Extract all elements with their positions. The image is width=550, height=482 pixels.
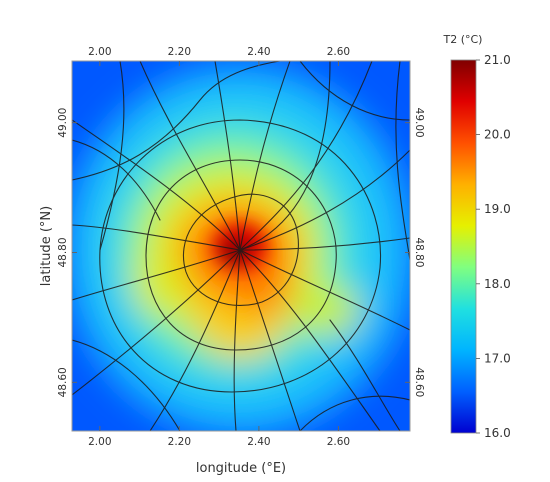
x-tick-label-bottom: 2.40 (247, 436, 270, 448)
colorbar-tick-label: 19.0 (484, 202, 511, 216)
colorbar: T2 (°C) 21.0 20.0 19.0 18.0 17.0 16.0 (443, 33, 511, 440)
y-tick-label-right: 48.80 (413, 237, 425, 267)
colorbar-tick-label: 20.0 (484, 128, 511, 142)
x-axis-label: longitude (°E) (196, 461, 286, 476)
y-tick-labels-right: 48.60 48.80 49.00 (413, 108, 425, 398)
tick-marks (72, 61, 410, 431)
colorbar-tick-label: 17.0 (484, 351, 511, 365)
colorbar-title: T2 (°C) (443, 33, 483, 46)
x-tick-labels-bottom: 2.00 2.20 2.40 2.60 (88, 436, 350, 448)
y-axis-label: latitude (°N) (39, 206, 54, 286)
y-tick-label-left: 48.80 (57, 237, 69, 267)
y-tick-label-right: 48.60 (413, 367, 425, 397)
x-tick-label-top: 2.40 (247, 46, 270, 58)
x-tick-label-top: 2.00 (88, 46, 111, 58)
road-network (72, 61, 410, 431)
y-tick-label-right: 49.00 (413, 108, 425, 138)
y-tick-labels-left: 48.60 48.80 49.00 (57, 108, 69, 398)
colorbar-tick-label: 16.0 (484, 426, 511, 440)
x-tick-label-top: 2.60 (327, 46, 350, 58)
colorbar-scale (450, 59, 477, 434)
y-tick-label-left: 49.00 (57, 108, 69, 138)
y-tick-label-left: 48.60 (57, 367, 69, 397)
map-frame (71, 60, 411, 432)
x-tick-label-top: 2.20 (168, 46, 191, 58)
colorbar-tick-label: 21.0 (484, 53, 511, 67)
colorbar-ticks (476, 59, 480, 434)
x-tick-labels-top: 2.00 2.20 2.40 2.60 (88, 46, 350, 58)
x-tick-label-bottom: 2.20 (168, 436, 191, 448)
x-tick-label-bottom: 2.00 (88, 436, 111, 448)
x-tick-label-bottom: 2.60 (327, 436, 350, 448)
colorbar-tick-label: 18.0 (484, 277, 511, 291)
